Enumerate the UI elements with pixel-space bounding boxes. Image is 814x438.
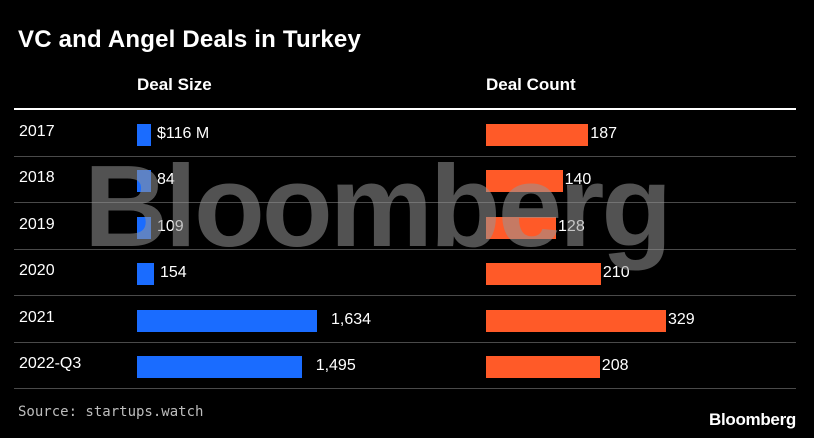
bloomberg-logo: Bloomberg xyxy=(708,410,796,429)
deal-size-label: 1,634 xyxy=(331,310,372,328)
deal-count-label: 210 xyxy=(602,264,630,282)
deal-size-bar xyxy=(137,216,151,239)
chart-title: VC and Angel Deals in Turkey xyxy=(18,26,362,53)
deal-count-label: 329 xyxy=(668,310,695,328)
deal-size-label: 154 xyxy=(159,264,187,282)
category-label: 2022-Q3 xyxy=(19,355,82,372)
deal-count-bar xyxy=(486,263,601,286)
deal-size-label: 109 xyxy=(157,217,184,235)
header-divider xyxy=(14,108,796,110)
deal-size-bar xyxy=(137,124,151,146)
deal-count-bar xyxy=(486,124,589,146)
deal-size-bar xyxy=(137,309,317,332)
deal-count-header: Deal Count xyxy=(486,75,576,94)
category-label: 2020 xyxy=(19,262,55,280)
deal-size-bar xyxy=(137,170,151,193)
row-2020: 2020 154 210 xyxy=(14,250,796,297)
deal-count-label: 208 xyxy=(601,357,629,374)
deal-count-label: 187 xyxy=(590,125,617,142)
row-2018: 2018 84 140 xyxy=(14,157,796,204)
deal-count-bar xyxy=(486,309,666,332)
row-2017: 2017 $116 M 187 xyxy=(14,111,796,157)
deal-count-bar xyxy=(486,216,557,239)
deal-size-label: $116 M xyxy=(157,125,210,142)
deal-size-bar xyxy=(137,356,302,378)
category-label: 2019 xyxy=(19,215,55,233)
deal-size-label: 84 xyxy=(157,171,175,189)
row-2022-Q3: 2022-Q3 1,495 208 xyxy=(14,343,796,389)
category-label: 2017 xyxy=(19,123,55,140)
row-2021: 2021 1,634 329 xyxy=(14,297,796,343)
category-label: 2021 xyxy=(19,308,55,326)
deal-count-label: 128 xyxy=(558,217,585,235)
source-note: Source: startups.watch xyxy=(18,404,204,420)
row-2019: 2019 109 128 xyxy=(14,204,796,250)
deal-count-bar xyxy=(486,170,563,193)
deal-count-label: 140 xyxy=(564,171,592,189)
deal-size-label: 1,495 xyxy=(315,357,356,374)
category-label: 2018 xyxy=(19,169,55,187)
deal-count-bar xyxy=(486,356,600,378)
deal-size-bar xyxy=(137,263,154,286)
deal-size-header: Deal Size xyxy=(137,75,212,94)
